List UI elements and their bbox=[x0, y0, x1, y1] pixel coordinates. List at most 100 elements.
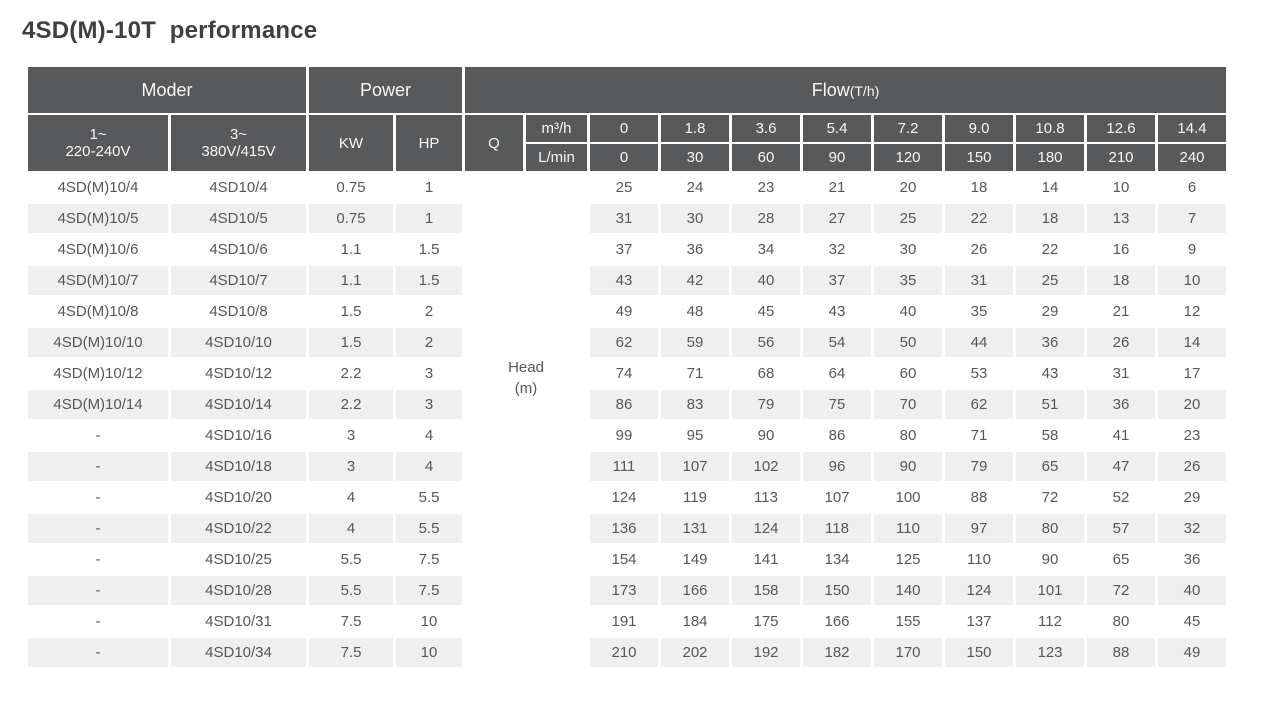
model-1phase-cell: - bbox=[95, 489, 101, 506]
head-value-cell: 173 bbox=[590, 576, 658, 605]
model-1phase-cell: 4SD(M)10/8 bbox=[57, 303, 139, 320]
performance-table: Moder Power Flow(T/h) 1~ 220-240V 3~ 380V/… bbox=[25, 65, 1229, 669]
head-value-cell: 21 bbox=[1112, 303, 1130, 320]
head-value-cell: 9 bbox=[1187, 241, 1197, 258]
flow-m3h-value: 12.6 bbox=[1087, 115, 1155, 142]
head-value-cell: 43 bbox=[828, 303, 846, 320]
head-value-cell: 118 bbox=[803, 514, 871, 543]
model-3phase-cell: 4SD10/22 bbox=[171, 514, 306, 543]
head-m-label: Head (m) bbox=[465, 357, 587, 399]
head-value-cell: 25 bbox=[1016, 266, 1084, 295]
hp-cell: 10 bbox=[420, 613, 438, 630]
flow-lmin-value: 0 bbox=[590, 144, 658, 171]
model-1phase-cell: 4SD(M)10/7 bbox=[28, 266, 168, 295]
flow-m3h-value: 3.6 bbox=[732, 115, 800, 142]
table-row: - 4SD10/16 3 4 99 95 90 86 80 71 58 41 23 bbox=[28, 421, 1226, 450]
head-value-cell: 65 bbox=[1112, 551, 1130, 568]
model-3phase-cell: 4SD10/25 bbox=[205, 551, 272, 568]
flow-lmin-value: 240 bbox=[1158, 144, 1226, 171]
head-value-cell: 124 bbox=[611, 489, 637, 506]
head-value-cell: 100 bbox=[895, 489, 921, 506]
model-3phase-cell: 4SD10/6 bbox=[209, 241, 268, 258]
three-phase-line2: 380V/415V bbox=[201, 143, 276, 160]
head-value-cell: 166 bbox=[824, 613, 850, 630]
header-hp: HP bbox=[396, 115, 462, 171]
header-row-groups: Moder Power Flow(T/h) bbox=[28, 67, 1226, 113]
head-value-cell: 36 bbox=[1016, 328, 1084, 357]
header-q: Q bbox=[465, 115, 523, 171]
model-1phase-cell: 4SD(M)10/14 bbox=[28, 390, 168, 419]
head-value-cell: 62 bbox=[590, 328, 658, 357]
kw-cell: 1.5 bbox=[340, 303, 362, 320]
head-value-cell: 45 bbox=[757, 303, 775, 320]
model-3phase-cell: 4SD10/5 bbox=[171, 204, 306, 233]
head-value-cell: 21 bbox=[828, 179, 846, 196]
header-flow: Flow(T/h) bbox=[465, 67, 1226, 113]
flow-lmin-value: 150 bbox=[945, 144, 1013, 171]
head-value-cell: 124 bbox=[945, 576, 1013, 605]
head-value-cell: 141 bbox=[753, 551, 779, 568]
head-value-cell: 29 bbox=[1183, 489, 1201, 506]
model-1phase-cell: 4SD(M)10/4 bbox=[57, 179, 139, 196]
head-value-cell: 86 bbox=[590, 390, 658, 419]
head-label-line2: (m) bbox=[514, 380, 538, 397]
model-1phase-cell: 4SD(M)10/6 bbox=[57, 241, 139, 258]
flow-m3h-value: 7.2 bbox=[874, 115, 942, 142]
table-body: 4SD(M)10/4 4SD10/4 0.75 1 Head (m) 25 24 23 21 20 1… bbox=[28, 173, 1226, 667]
hp-cell: 1.5 bbox=[396, 266, 462, 295]
head-value-cell: 7 bbox=[1158, 204, 1226, 233]
head-value-cell: 101 bbox=[1016, 576, 1084, 605]
head-value-cell: 80 bbox=[899, 427, 917, 444]
head-value-cell: 49 bbox=[615, 303, 633, 320]
head-value-cell: 43 bbox=[1041, 365, 1059, 382]
table-row: -4SD10/34 7.5 10 210 202 192 182 170 150 123 88 49 bbox=[28, 638, 1226, 667]
head-value-cell: 74 bbox=[615, 365, 633, 382]
head-value-cell: 107 bbox=[824, 489, 850, 506]
head-value-cell: 170 bbox=[874, 638, 942, 667]
header-moder: Moder bbox=[28, 67, 306, 113]
head-value-cell: 14 bbox=[1041, 179, 1059, 196]
kw-cell: 4 bbox=[346, 489, 356, 506]
head-value-cell: 90 bbox=[757, 427, 775, 444]
kw-cell: 7.5 bbox=[309, 638, 393, 667]
head-value-cell: 150 bbox=[803, 576, 871, 605]
head-value-cell: 64 bbox=[828, 365, 846, 382]
flow-label: Flow bbox=[811, 79, 850, 100]
head-value-cell: 166 bbox=[661, 576, 729, 605]
head-value-cell: 20 bbox=[1158, 390, 1226, 419]
head-value-cell: 75 bbox=[803, 390, 871, 419]
head-value-cell: 83 bbox=[661, 390, 729, 419]
kw-cell: 4 bbox=[309, 514, 393, 543]
head-value-cell: 49 bbox=[1158, 638, 1226, 667]
flow-lmin-value: 30 bbox=[661, 144, 729, 171]
three-phase-line1: 3~ bbox=[229, 126, 248, 143]
head-value-cell: 95 bbox=[686, 427, 704, 444]
model-3phase-cell: 4SD10/4 bbox=[209, 179, 268, 196]
model-3phase-cell: 4SD10/20 bbox=[205, 489, 272, 506]
hp-cell: 1 bbox=[424, 179, 434, 196]
hp-cell: 7.5 bbox=[396, 576, 462, 605]
head-value-cell: 72 bbox=[1087, 576, 1155, 605]
header-row-lmin: L/min 0 30 60 90 120 150 180 210 240 bbox=[28, 144, 1226, 171]
head-value-cell: 175 bbox=[753, 613, 779, 630]
head-value-cell: 12 bbox=[1183, 303, 1201, 320]
head-value-cell: 119 bbox=[683, 489, 707, 506]
head-value-cell: 53 bbox=[970, 365, 988, 382]
head-value-cell: 140 bbox=[874, 576, 942, 605]
model-1phase-cell: 4SD(M)10/10 bbox=[28, 328, 168, 357]
head-value-cell: 62 bbox=[945, 390, 1013, 419]
header-unit-m3h: m³/h bbox=[526, 115, 587, 142]
table-row: -4SD10/22 4 5.5 136 131 124 118 110 97 80 57 32 bbox=[28, 514, 1226, 543]
head-value-cell: 25 bbox=[874, 204, 942, 233]
head-value-cell: 23 bbox=[1183, 427, 1201, 444]
head-value-cell: 79 bbox=[732, 390, 800, 419]
head-value-cell: 18 bbox=[1016, 204, 1084, 233]
head-value-cell: 10 bbox=[1158, 266, 1226, 295]
head-value-cell: 16 bbox=[1112, 241, 1130, 258]
head-value-cell: 40 bbox=[899, 303, 917, 320]
table-row: 4SD(M)10/5 4SD10/5 0.75 1 31 30 28 27 25 22 18 13 7 bbox=[28, 204, 1226, 233]
head-value-cell: 14 bbox=[1158, 328, 1226, 357]
head-value-cell: 155 bbox=[895, 613, 921, 630]
head-value-cell: 154 bbox=[611, 551, 637, 568]
